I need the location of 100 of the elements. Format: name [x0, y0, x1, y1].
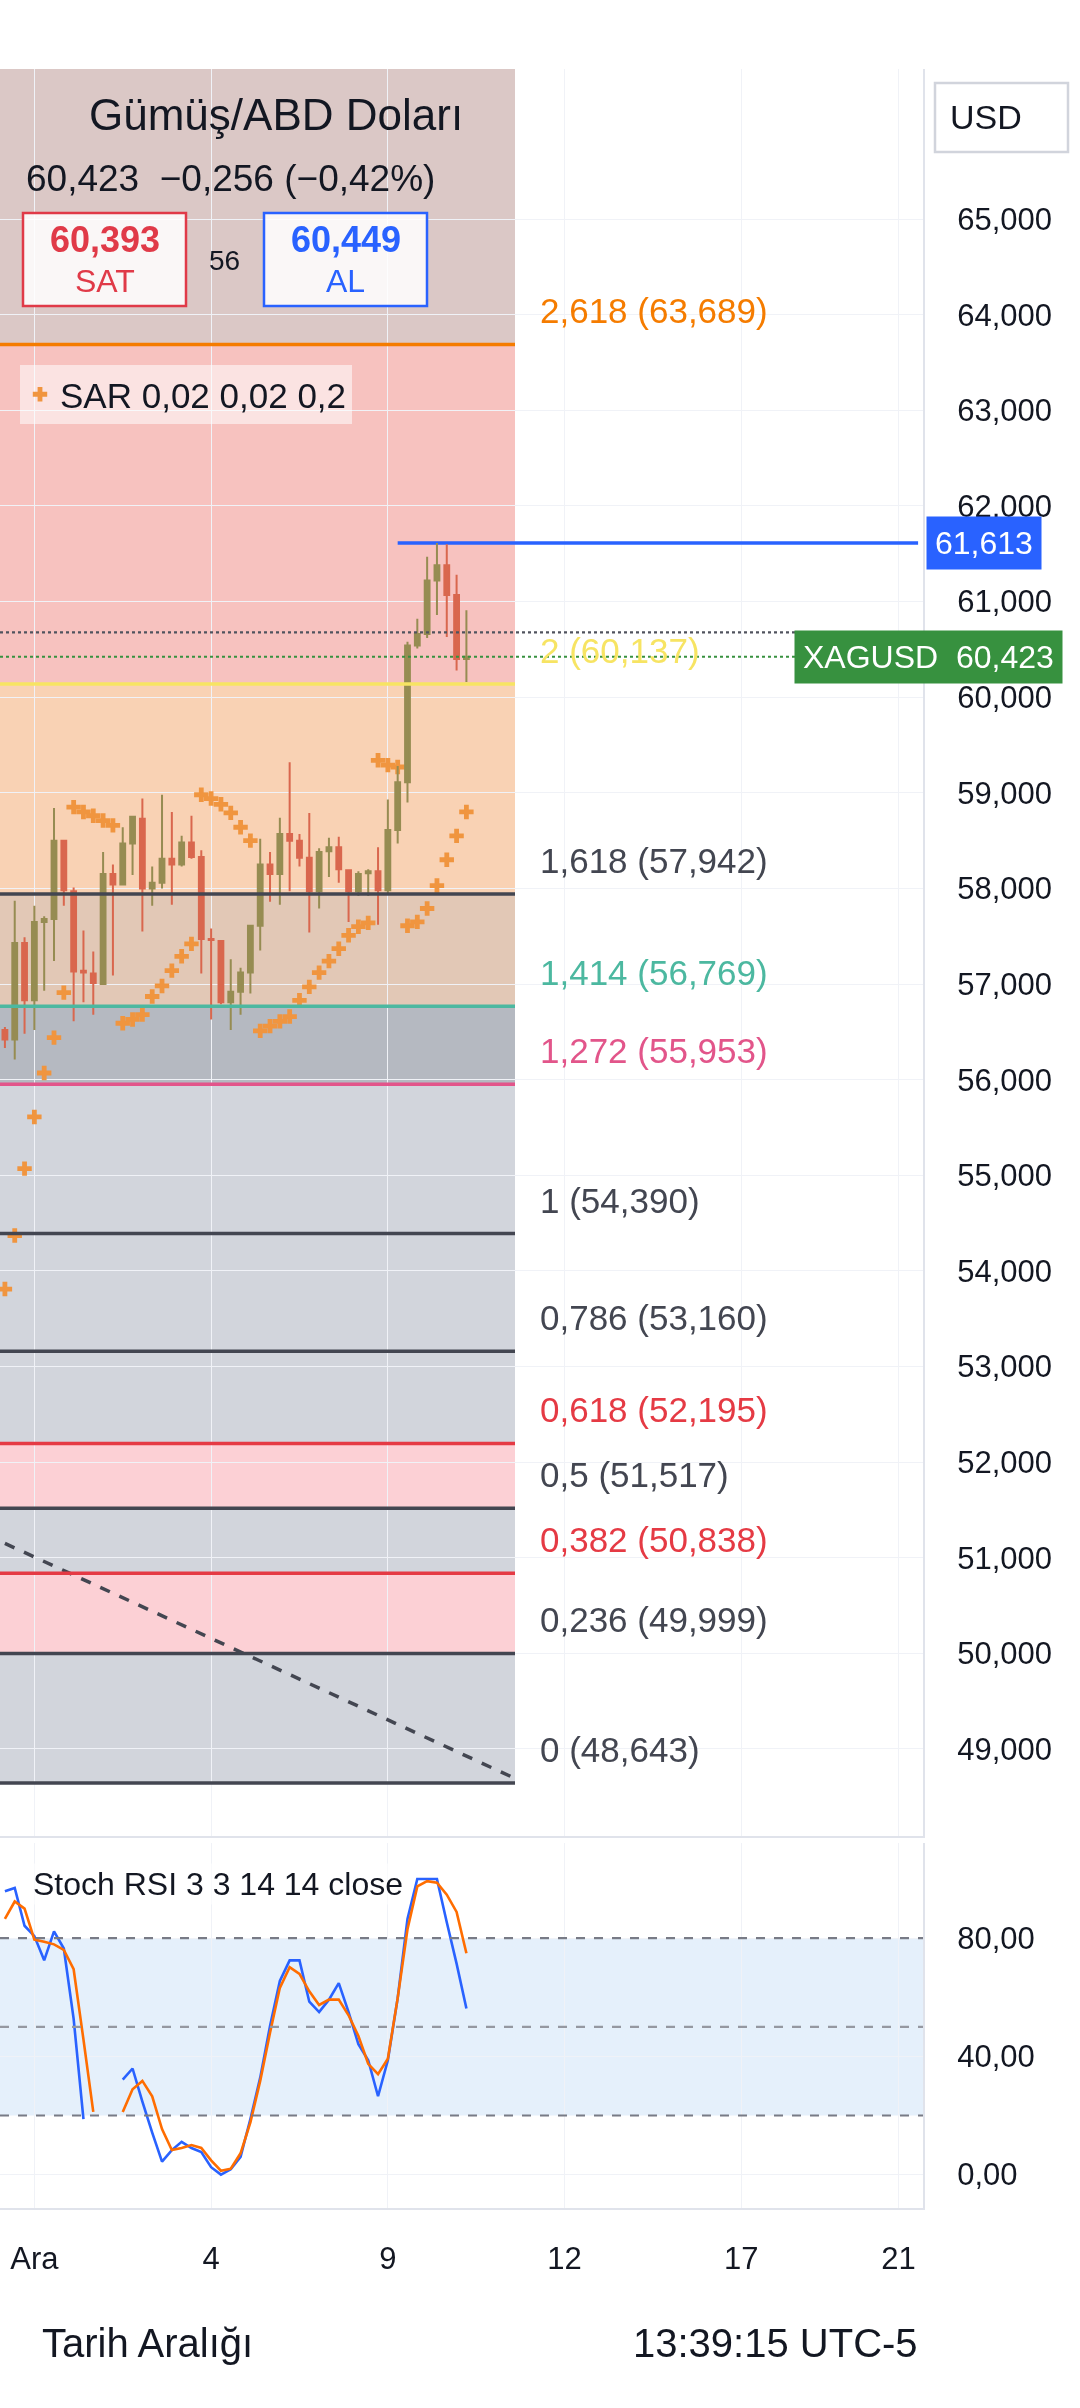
candlestick: [138, 797, 146, 933]
text: Tarih Aralığı: [42, 2321, 254, 2365]
ref-line-label: 0 (48,643): [540, 1730, 700, 1769]
point: [439, 852, 454, 867]
candlestick: [21, 936, 28, 1035]
candlestick: [325, 836, 333, 878]
text: 13:39:15 UTC-5: [633, 2321, 918, 2365]
point: [400, 918, 415, 933]
annotation: 60,449: [291, 219, 402, 260]
candlestick: [197, 849, 205, 975]
point: [174, 949, 189, 964]
annotation: AL: [326, 263, 366, 299]
point: [115, 1016, 130, 1031]
candlestick: [70, 886, 78, 1023]
point: [370, 753, 386, 768]
point: [164, 963, 180, 978]
candlestick: [119, 826, 127, 887]
y-tick-label: 58,000: [957, 871, 1053, 907]
y-tick-label: 53,000: [957, 1349, 1053, 1385]
annotation: SAT: [75, 263, 135, 299]
ref-line-label: 1,618 (57,942): [540, 841, 768, 880]
candlestick: [345, 869, 352, 923]
ref-line-label: 0,236 (49,999): [540, 1600, 768, 1639]
y-tick-label: 49,000: [957, 1731, 1053, 1767]
candlestick: [423, 555, 431, 639]
text: Stoch RSI 3 3 14 14 close: [33, 1866, 403, 1902]
candlestick: [148, 865, 156, 907]
candlestick: [1, 1026, 9, 1050]
y-tick-label: 59,000: [957, 775, 1053, 811]
candlestick: [89, 950, 97, 1016]
ref-line-label: 1,414 (56,769): [540, 953, 768, 992]
point: [17, 1161, 32, 1176]
y-tick-label: 61,000: [957, 584, 1053, 620]
x-tick-label: Ara: [10, 2241, 60, 2277]
point: [213, 797, 229, 812]
point: [302, 979, 317, 995]
point: [86, 808, 101, 823]
point: [56, 985, 72, 1000]
y-tick-label: 62,000: [957, 488, 1053, 524]
candlestick: [404, 640, 411, 804]
point: [341, 928, 356, 943]
y-tick-label: 56,000: [957, 1062, 1053, 1098]
y-tick-label: 57,000: [957, 966, 1053, 1002]
candlestick: [463, 609, 470, 683]
point: [351, 919, 366, 934]
ref-line-label: 0,786 (53,160): [540, 1298, 768, 1337]
point: [125, 1012, 140, 1027]
ref-line-label: 2 (60,137): [540, 631, 700, 670]
annotation: 56: [209, 245, 241, 276]
candlestick: [60, 838, 68, 907]
point: [76, 804, 91, 820]
candlestick: [11, 899, 19, 1061]
y-tick-label: 55,000: [957, 1158, 1053, 1194]
candlestick: [80, 929, 87, 1004]
legend-label: SAR 0,02 0,02 0,2: [60, 375, 347, 415]
point: [361, 915, 376, 931]
ref-line-label: 0,382 (50,838): [540, 1520, 768, 1559]
candlestick: [246, 923, 254, 995]
y-tick-label: 0,00: [957, 2157, 1018, 2193]
candlestick: [394, 765, 402, 845]
y-tick-label: 60,000: [957, 680, 1053, 716]
candlestick: [266, 851, 274, 903]
candlestick: [384, 798, 392, 895]
candlestick: [374, 846, 382, 926]
point: [36, 1065, 52, 1081]
point: [95, 813, 111, 828]
ref-line-label: XAGUSD 60,423: [803, 639, 1054, 675]
y-tick-label: 64,000: [957, 297, 1053, 333]
candlestick: [305, 811, 313, 934]
point: [419, 901, 435, 916]
candlestick: [207, 927, 215, 1021]
candlestick: [315, 847, 323, 910]
x-tick-label: 4: [202, 2241, 220, 2277]
point: [262, 1018, 278, 1034]
point: [145, 989, 160, 1004]
candlestick: [256, 837, 264, 952]
point: [253, 1023, 268, 1039]
candlestick: [178, 834, 186, 868]
text: 60,423 −0,256 (−0,42%): [26, 158, 436, 199]
point: [311, 965, 327, 980]
point: [105, 818, 121, 833]
point: [272, 1014, 288, 1029]
point: [27, 1109, 42, 1125]
x-tick-label: 17: [724, 2241, 759, 2277]
point: [223, 805, 238, 821]
point: [203, 791, 219, 806]
candlestick: [50, 807, 58, 963]
candlestick: [40, 915, 48, 992]
ref-line-label: 2,618 (63,689): [540, 291, 768, 330]
y-tick-label: 80,00: [957, 1921, 1035, 1957]
y-tick-label: 54,000: [957, 1253, 1053, 1289]
candlestick: [30, 904, 38, 1031]
point: [0, 1281, 13, 1297]
candlestick: [286, 761, 294, 893]
text: USD: [950, 98, 1022, 136]
x-tick-label: 12: [547, 2241, 582, 2277]
point: [321, 953, 337, 969]
point: [194, 787, 209, 802]
point: [46, 1030, 62, 1045]
candlestick: [129, 814, 136, 877]
